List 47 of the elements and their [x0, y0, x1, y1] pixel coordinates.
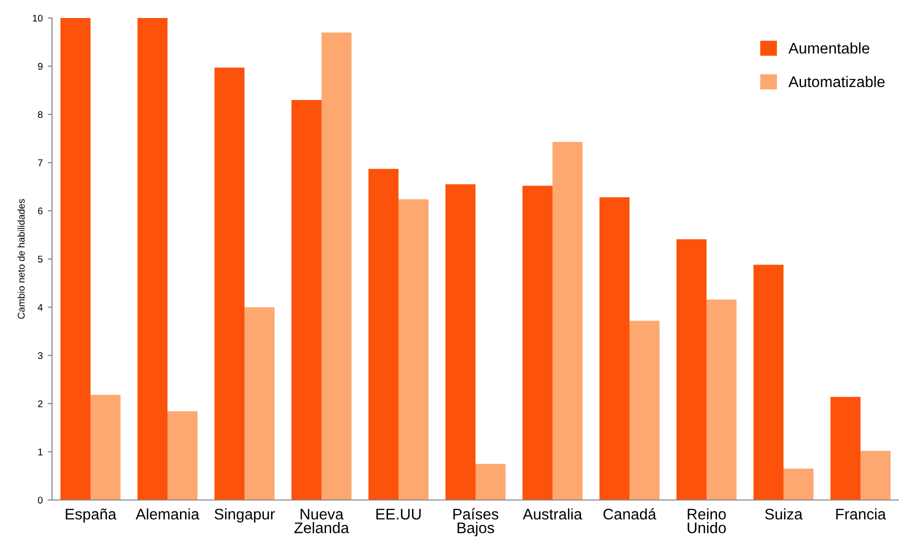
bar — [244, 307, 275, 500]
bar — [784, 468, 814, 500]
bar — [90, 394, 121, 500]
bar — [137, 18, 168, 500]
x-tick-label: Alemania — [136, 508, 200, 520]
bar — [398, 199, 429, 500]
x-tick-label: Reino Unido — [688, 508, 726, 534]
bar — [630, 320, 660, 500]
bar — [552, 142, 583, 500]
y-axis-title: Cambio neto de habilidades — [18, 199, 25, 319]
bar — [214, 68, 244, 500]
y-tick-label: 7 — [38, 159, 42, 166]
bar — [322, 32, 352, 500]
bar — [860, 450, 891, 500]
y-tick-label: 8 — [38, 111, 43, 118]
bar — [368, 168, 398, 500]
bar — [291, 100, 322, 500]
x-tick-label: Nueva Zelanda — [294, 508, 350, 534]
x-tick-label: Países Bajos — [453, 508, 498, 536]
bar — [168, 411, 198, 500]
legend-label: Aumentable — [788, 42, 870, 54]
y-tick-label: 9 — [38, 62, 43, 70]
x-tick-label: Suiza — [765, 508, 803, 520]
bar — [599, 197, 630, 500]
bar — [753, 264, 784, 500]
y-tick-label: 6 — [38, 208, 43, 214]
y-tick-label: 2 — [38, 400, 42, 408]
y-tick-label: 5 — [38, 256, 43, 263]
bar — [445, 184, 476, 500]
bar — [60, 18, 90, 500]
bar — [522, 186, 552, 500]
y-tick-label: 4 — [38, 304, 43, 311]
y-tick-label: 10 — [32, 14, 43, 22]
x-tick-label: Australia — [522, 508, 582, 520]
bar — [476, 464, 506, 500]
y-tick-label: 3 — [38, 352, 43, 360]
x-tick-label: EE.UU — [376, 508, 421, 520]
y-tick-label: 0 — [38, 496, 43, 504]
x-tick-label: España — [66, 508, 116, 523]
x-tick-label: Francia — [836, 508, 886, 520]
bar — [830, 396, 860, 500]
bar — [706, 299, 737, 500]
bar — [676, 239, 706, 500]
x-tick-label: Singapur — [214, 508, 275, 523]
x-tick-label: Canadá — [604, 508, 656, 520]
legend-label: Automatizable — [788, 76, 885, 88]
y-tick-label: 1 — [38, 448, 42, 456]
